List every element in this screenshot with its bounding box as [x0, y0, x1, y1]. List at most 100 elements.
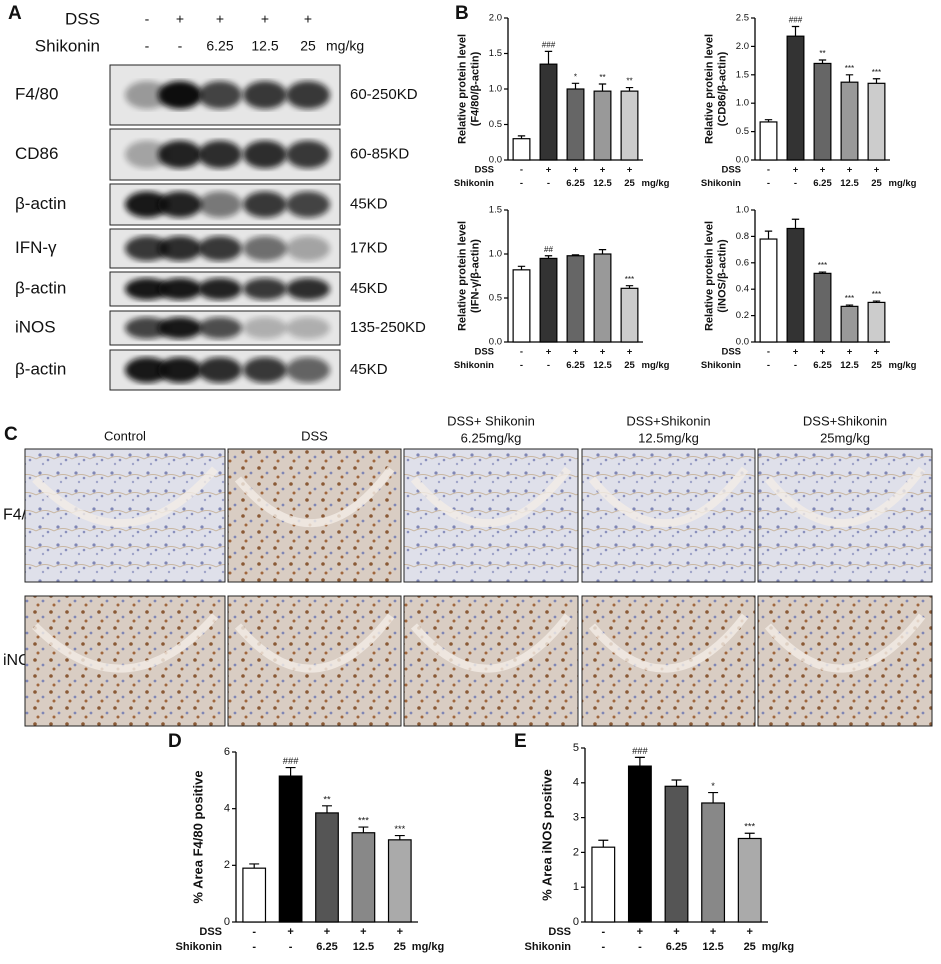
error-bar — [394, 834, 405, 840]
condition-label: 6.25 — [566, 178, 585, 189]
condition-label: + — [847, 165, 853, 176]
condition-name: DSS — [65, 9, 100, 28]
condition-label: - — [601, 941, 605, 953]
panel-label: E — [514, 731, 527, 752]
condition-label: 25 — [744, 941, 756, 953]
y-tick-label: 0.2 — [736, 310, 749, 321]
y-tick-label: 1.5 — [489, 48, 502, 59]
bar — [664, 785, 689, 923]
condition-unit: mg/kg — [326, 38, 364, 54]
tissue-fold — [764, 613, 926, 673]
bar — [627, 765, 652, 923]
column-header: Control — [104, 428, 146, 443]
blot-band — [158, 236, 202, 261]
y-tick-label: 0.0 — [736, 155, 749, 166]
y-axis-label: Relative protein level — [456, 221, 468, 331]
y-axis-label: Relative protein level — [703, 221, 715, 331]
condition-label: - — [252, 926, 256, 938]
condition-name: DSS — [721, 165, 741, 176]
error-bar — [249, 863, 260, 869]
bar — [539, 63, 558, 161]
column-header: DSS+ Shikonin — [447, 413, 535, 428]
condition-label: - — [767, 360, 770, 371]
protein-name: β-actin — [15, 194, 66, 213]
condition-unit: mg/kg — [889, 360, 917, 371]
protein-size: 17KD — [350, 239, 388, 256]
condition-label: + — [637, 926, 643, 938]
blot-band — [158, 140, 202, 169]
significance-mark: *** — [744, 822, 755, 832]
significance-mark: ### — [542, 40, 556, 49]
blot-band — [243, 140, 287, 169]
condition-label: - — [520, 347, 523, 358]
blot-band — [158, 278, 202, 300]
condition-label: 25 — [624, 178, 635, 189]
y-tick-label: 1.5 — [736, 69, 749, 80]
condition-name: Shikonin — [35, 36, 100, 55]
condition-label: + — [360, 926, 366, 938]
error-bar — [571, 82, 580, 89]
column-header: 25mg/kg — [820, 430, 870, 445]
error-bar — [845, 74, 854, 83]
error-bar — [872, 300, 881, 303]
protein-name: CD86 — [15, 144, 58, 163]
significance-mark: ### — [632, 746, 648, 756]
condition-unit: mg/kg — [412, 941, 444, 953]
bar — [737, 837, 762, 923]
bar — [620, 90, 639, 161]
condition-name: Shikonin — [454, 360, 494, 371]
significance-mark: * — [711, 781, 715, 791]
y-tick-label: 0.6 — [736, 257, 749, 268]
condition-label: 25 — [871, 360, 882, 371]
blot-band — [125, 357, 169, 383]
blot-band — [243, 317, 287, 339]
condition-label: 12.5 — [353, 941, 374, 953]
blot-band — [158, 191, 202, 218]
condition-label: 6.25 — [206, 38, 233, 54]
bar — [759, 121, 778, 161]
y-axis-label: (IFN-γ/β-actin) — [469, 239, 481, 313]
condition-name: DSS — [721, 347, 741, 358]
blot-band — [125, 236, 169, 261]
histology-image — [24, 595, 226, 727]
bar — [387, 839, 412, 923]
y-tick-label: 0.5 — [489, 293, 502, 304]
y-tick-label: 6 — [224, 746, 230, 758]
condition-label: - — [638, 941, 642, 953]
condition-label: + — [261, 11, 269, 27]
protein-name: IFN-γ — [15, 238, 57, 257]
significance-mark: * — [574, 72, 578, 81]
error-bar — [517, 265, 526, 270]
protein-size: 45KD — [350, 195, 388, 212]
error-bar — [358, 826, 369, 833]
condition-label: - — [794, 178, 797, 189]
condition-label: 12.5 — [593, 360, 612, 371]
bar — [566, 255, 585, 343]
y-tick-label: 0.0 — [736, 337, 749, 348]
y-tick-label: 1.0 — [736, 98, 749, 109]
significance-mark: *** — [845, 64, 855, 73]
condition-label: + — [793, 347, 799, 358]
bar — [351, 832, 376, 923]
blot-band — [125, 191, 169, 218]
blot-band — [158, 81, 202, 109]
y-axis-label: Relative protein level — [703, 34, 715, 144]
error-bar — [764, 230, 773, 240]
histology-image — [581, 448, 756, 583]
condition-name: DSS — [474, 347, 494, 358]
bar — [786, 227, 805, 343]
condition-label: 6.25 — [316, 941, 337, 953]
condition-label: + — [546, 165, 552, 176]
condition-unit: mg/kg — [642, 360, 670, 371]
histology-image — [757, 595, 933, 727]
error-bar — [791, 25, 800, 37]
error-bar — [818, 59, 827, 64]
blot-band — [125, 81, 169, 109]
condition-label: + — [793, 165, 799, 176]
error-bar — [598, 83, 607, 92]
y-tick-label: 4 — [224, 803, 230, 815]
bar — [620, 287, 639, 343]
condition-label: - — [178, 38, 183, 54]
bar — [591, 846, 616, 923]
tissue-fold — [588, 613, 749, 673]
